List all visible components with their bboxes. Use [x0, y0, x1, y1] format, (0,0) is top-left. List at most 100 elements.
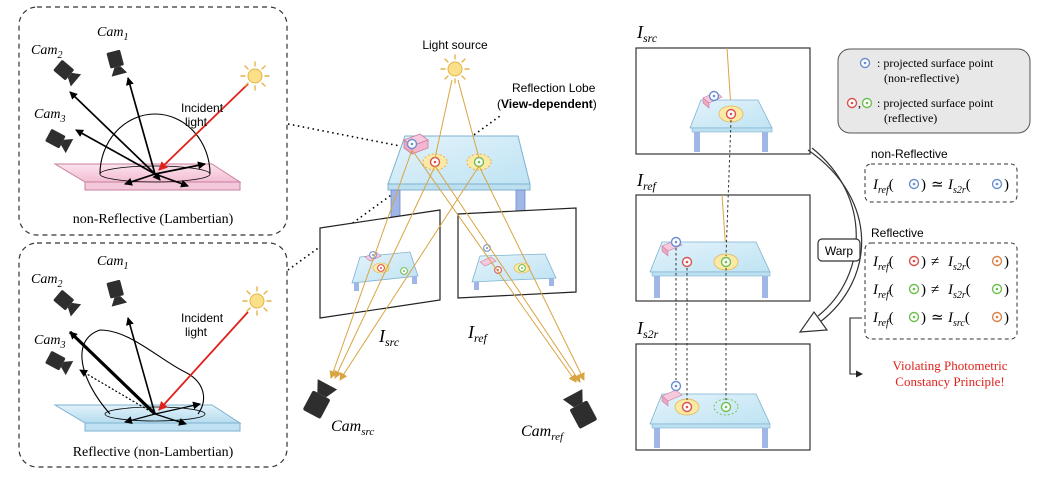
- camera-icon: [105, 49, 128, 77]
- hemisphere-base: [99, 165, 211, 183]
- cam-src-label: Camsrc: [331, 418, 374, 438]
- camera-icon: [44, 349, 74, 376]
- blue-point-marker: [483, 244, 491, 252]
- center-scene: Light source Reflection Lobe (View-depen…: [303, 38, 597, 443]
- svg-text:): ): [1004, 254, 1009, 270]
- svg-text:): ): [921, 177, 926, 193]
- warp-arrow: Warp: [798, 147, 863, 333]
- img-s2r-title: Is2r: [636, 318, 659, 341]
- svg-text:): ): [1004, 310, 1009, 326]
- legend-box: [837, 48, 1031, 134]
- legend-item2-line1: : projected surface point: [877, 96, 994, 110]
- camera-icon: [44, 127, 74, 154]
- blue-point-marker: [670, 236, 682, 248]
- svg-text:≠: ≠: [931, 254, 939, 270]
- panel-reflective: Incident light Cam2 Cam1 Cam3 Reflective…: [18, 242, 288, 468]
- svg-text:Iref(: Iref(: [872, 310, 894, 329]
- reflective-equations: Reflective Iref( ) ≠ Is2r( ) Iref( ) ≠ I…: [864, 226, 1018, 340]
- cam3-label: Cam3: [34, 107, 65, 125]
- green-point-marker: [861, 97, 873, 109]
- reflection-lobe: [81, 329, 205, 415]
- svg-text:Is2r(: Is2r(: [947, 177, 971, 196]
- camera-ref-icon: [562, 389, 597, 429]
- green-point-marker: [473, 156, 485, 168]
- legend-sep: ,: [858, 96, 861, 110]
- surface-edge: [84, 181, 241, 191]
- green-point-marker: [720, 256, 732, 268]
- ref-title: Reflective: [871, 226, 924, 240]
- camera-icon: [52, 288, 82, 317]
- image-column: Isrc Iref Is2r: [635, 22, 811, 451]
- light-rays: [434, 79, 480, 159]
- incident-label-2: light: [185, 325, 208, 339]
- incident-label-1: Incident: [181, 311, 224, 325]
- svg-text:): ): [921, 310, 926, 326]
- camera-icon: [52, 58, 82, 87]
- blue-point-marker: [708, 90, 720, 102]
- violation-line-2: Constancy Principle!: [895, 374, 1004, 389]
- cam1-label: Cam1: [97, 25, 128, 43]
- violation-line-1: Violating Photometric: [892, 358, 1007, 373]
- eq-nonref: Iref(: [872, 177, 894, 196]
- blue-point-marker: [670, 380, 682, 392]
- green-point-marker: [400, 267, 408, 275]
- lobe-label-2: (View-dependent): [497, 97, 597, 111]
- cam3-label: Cam3: [34, 333, 65, 351]
- sun-icon: [240, 61, 270, 91]
- svg-text:≠: ≠: [931, 282, 939, 298]
- table-edge: [387, 183, 531, 191]
- lobe-base: [104, 406, 206, 422]
- cam2-label: Cam2: [31, 272, 62, 290]
- svg-text:Iref(: Iref(: [872, 282, 894, 301]
- incident-label-2: light: [185, 115, 208, 129]
- legend-item1-line2: (non-reflective): [884, 71, 959, 85]
- blue-point-marker: [406, 138, 418, 150]
- red-point-marker: [377, 264, 385, 272]
- incident-light-ray: [158, 311, 249, 411]
- camera-rays: [329, 149, 585, 383]
- sun-icon: [440, 54, 470, 84]
- legend-item1-line1: : projected surface point: [877, 56, 994, 70]
- correspondence-lines: [675, 119, 732, 400]
- red-point-marker: [846, 97, 858, 109]
- panel-caption: non-Reflective (Lambertian): [73, 212, 234, 227]
- legend: : projected surface point (non-reflectiv…: [837, 48, 1031, 134]
- light-source-label: Light source: [422, 38, 488, 52]
- warp-label: Warp: [825, 244, 854, 258]
- surface-edge: [84, 422, 241, 432]
- violation-note: Violating Photometric Constancy Principl…: [849, 317, 1008, 389]
- red-point-marker: [725, 108, 737, 120]
- svg-text:): ): [921, 254, 926, 270]
- plane-ref-label: Iref: [467, 322, 489, 345]
- cam1-label: Cam1: [97, 254, 128, 272]
- lobe-label-1: Reflection Lobe: [512, 81, 596, 95]
- img-src-title: Isrc: [636, 22, 658, 45]
- lobe-hemisphere: [99, 113, 211, 175]
- svg-text:Iref(: Iref(: [872, 254, 894, 273]
- red-point-marker: [429, 156, 441, 168]
- green-point-marker: [720, 401, 732, 413]
- panel-non-reflective: Incident light Cam2 Cam1 Cam3 non-Reflec…: [18, 6, 288, 236]
- incident-label-1: Incident: [181, 101, 224, 115]
- svg-text:): ): [921, 282, 926, 298]
- red-point-marker: [681, 401, 693, 413]
- plane-src-label: Isrc: [378, 326, 400, 349]
- reflected-rays: [69, 77, 206, 188]
- camera-icon: [105, 279, 128, 307]
- svg-text:Is2r(: Is2r(: [947, 254, 971, 273]
- red-point-marker: [681, 256, 693, 268]
- green-point-marker: [518, 264, 526, 272]
- non-reflective-equation: non-Reflective Iref( ) ≃ Is2r( ): [864, 147, 1018, 203]
- sun-icon: [242, 286, 272, 316]
- camera-src-icon: [303, 379, 338, 419]
- img-ref-title: Iref: [636, 170, 658, 193]
- reflected-rays: [68, 317, 201, 426]
- warp-box: [817, 238, 861, 262]
- svg-text:Is2r(: Is2r(: [947, 282, 971, 301]
- incident-light-ray: [158, 83, 249, 171]
- cam-ref-label: Camref: [521, 423, 565, 443]
- legend-item2-line2: (reflective): [884, 111, 937, 125]
- panel-frame: [18, 242, 288, 468]
